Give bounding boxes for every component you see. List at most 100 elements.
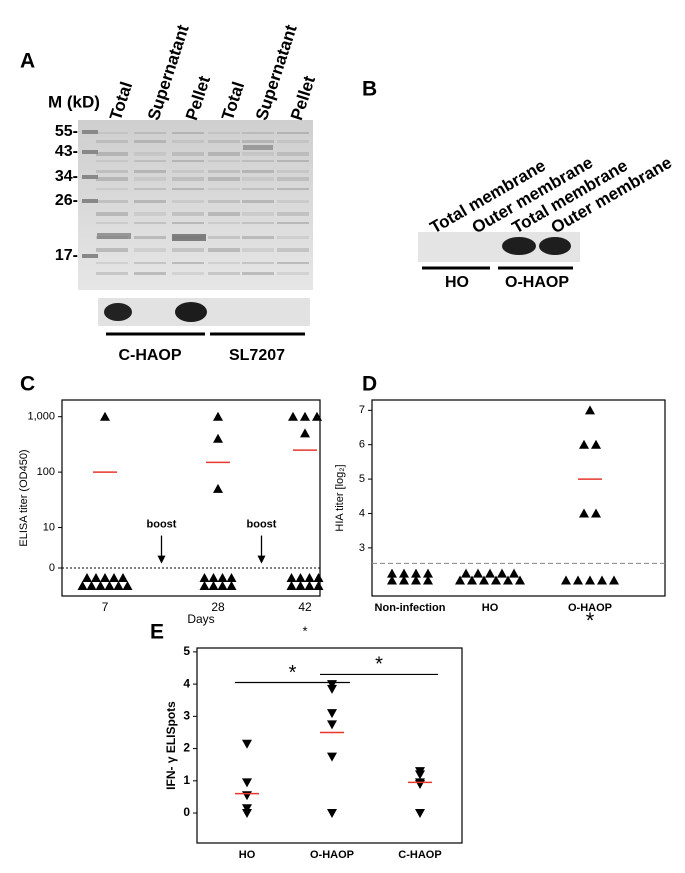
gel-band bbox=[134, 248, 166, 252]
gel-band bbox=[277, 140, 309, 143]
gel-band bbox=[96, 262, 128, 264]
marker-band bbox=[82, 130, 98, 134]
data-point bbox=[423, 575, 433, 585]
data-point bbox=[579, 508, 589, 518]
marker-label: 34- bbox=[55, 168, 78, 185]
y-tick-label: 0 bbox=[183, 805, 190, 819]
gel-band bbox=[208, 152, 240, 156]
data-point bbox=[300, 428, 310, 438]
data-point bbox=[503, 575, 513, 585]
gel-band bbox=[96, 170, 128, 173]
gel-band bbox=[277, 272, 309, 275]
gel-band bbox=[172, 222, 204, 224]
gel-band bbox=[134, 177, 166, 181]
data-point bbox=[199, 573, 210, 582]
gel-band bbox=[277, 248, 309, 252]
gel-band bbox=[242, 188, 274, 190]
data-point bbox=[327, 809, 337, 819]
data-point bbox=[286, 581, 297, 590]
gel-band bbox=[134, 160, 166, 162]
data-point bbox=[415, 770, 425, 780]
gel-band bbox=[134, 152, 166, 156]
data-point bbox=[213, 433, 223, 443]
marker-band bbox=[82, 150, 98, 154]
data-point bbox=[295, 581, 306, 590]
data-point bbox=[95, 581, 106, 590]
gel-band bbox=[208, 200, 240, 203]
gel-band bbox=[208, 132, 240, 134]
gel-band bbox=[134, 236, 166, 239]
marker-label: 26- bbox=[55, 192, 78, 209]
data-point bbox=[288, 411, 298, 421]
y-tick-label: 6 bbox=[359, 439, 365, 451]
y-tick-label: 3 bbox=[359, 542, 365, 554]
y-axis-label: ELISA titer (OD450) bbox=[18, 449, 30, 546]
x-tick-label: Non-infection bbox=[375, 602, 446, 614]
data-point bbox=[411, 568, 421, 578]
gel-band bbox=[208, 140, 240, 143]
y-tick-label: 5 bbox=[359, 473, 365, 485]
gel-band bbox=[277, 160, 309, 162]
gel-band bbox=[208, 188, 240, 190]
gel-band bbox=[242, 170, 274, 173]
data-point bbox=[213, 483, 223, 493]
data-point bbox=[91, 573, 101, 582]
annotation-arrowhead bbox=[157, 555, 166, 564]
annotation-arrowhead bbox=[257, 555, 266, 564]
marker-label: 55- bbox=[55, 123, 78, 140]
gel-band bbox=[242, 177, 274, 181]
gel-band bbox=[242, 212, 274, 216]
panel-label: E bbox=[150, 621, 164, 644]
data-point bbox=[591, 439, 601, 449]
y-axis-label: HIA titer [log₂] bbox=[334, 464, 346, 531]
gel-band bbox=[172, 262, 204, 264]
gel-band bbox=[172, 200, 204, 203]
gel-band bbox=[96, 248, 128, 252]
gel-band bbox=[242, 140, 274, 143]
data-point bbox=[597, 575, 607, 585]
gel-band bbox=[172, 177, 204, 181]
data-point bbox=[461, 568, 471, 578]
data-point bbox=[213, 411, 223, 421]
gel-band bbox=[97, 233, 131, 239]
data-point bbox=[455, 575, 465, 585]
gel-band bbox=[242, 236, 274, 239]
western-band bbox=[175, 302, 207, 322]
gel-band bbox=[277, 132, 309, 134]
gel-band bbox=[96, 212, 128, 216]
x-note: * bbox=[302, 623, 307, 638]
data-point bbox=[327, 752, 337, 762]
plot-frame bbox=[61, 399, 321, 597]
lane-label: Pellet bbox=[287, 73, 319, 122]
gel-band bbox=[96, 200, 128, 203]
gel-band bbox=[134, 222, 166, 224]
panel-label: A bbox=[20, 50, 35, 73]
panel-label: D bbox=[362, 373, 377, 396]
marker-band bbox=[82, 199, 98, 203]
gel-band bbox=[172, 212, 204, 216]
gel-band bbox=[172, 132, 204, 134]
data-point bbox=[242, 778, 252, 788]
data-point bbox=[286, 573, 297, 582]
gel-band bbox=[96, 272, 128, 275]
gel-band bbox=[277, 222, 309, 224]
gel-bands bbox=[82, 130, 309, 275]
data-point bbox=[399, 575, 409, 585]
data-point bbox=[217, 581, 228, 590]
data-point bbox=[485, 568, 495, 578]
plot-frame bbox=[196, 647, 463, 844]
y-axis-label: IFN- γ ELISpots bbox=[164, 701, 178, 790]
gel-band bbox=[172, 152, 204, 156]
annotation: boost bbox=[247, 518, 277, 530]
gel-band bbox=[96, 152, 128, 156]
gel-band bbox=[242, 200, 274, 203]
data-point bbox=[100, 411, 110, 421]
data-point bbox=[242, 804, 252, 814]
gel-band bbox=[242, 152, 274, 156]
data-point bbox=[208, 581, 219, 590]
y-tick-label: 1 bbox=[183, 773, 190, 787]
data-point bbox=[573, 575, 583, 585]
y-tick-label: 2 bbox=[183, 741, 190, 755]
gel-band bbox=[277, 262, 309, 264]
